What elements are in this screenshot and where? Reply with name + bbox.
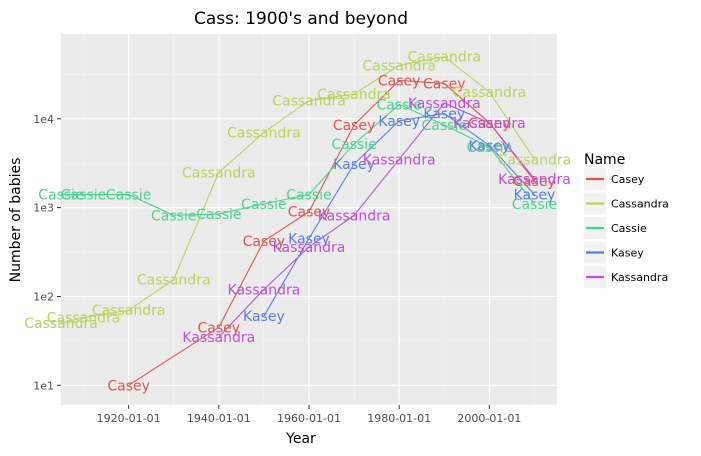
point-label-kassandra: Kassandra <box>273 240 346 256</box>
chart-title: Cass: 1900's and beyond <box>194 9 408 29</box>
point-label-cassandra: Cassandra <box>407 50 481 66</box>
point-label-cassie: Cassie <box>38 188 83 204</box>
point-label-cassandra: Cassandra <box>362 58 436 74</box>
point-label-cassie: Cassie <box>512 197 557 213</box>
point-label-kassandra: Kassandra <box>453 116 526 132</box>
point-label-cassie: Cassie <box>376 97 421 113</box>
legend: Name Casey Cassandra Cassie Kasey Kassandra <box>584 152 669 288</box>
point-label-kasey: Kasey <box>423 106 465 122</box>
series-line-cassie <box>61 103 535 216</box>
point-label-kasey: Kasey <box>378 114 420 130</box>
point-label-casey: Casey <box>423 76 466 92</box>
point-label-casey: Casey <box>107 378 150 394</box>
legend-item-cassandra: Cassandra <box>584 192 669 215</box>
x-tick-label: 1940-01-01 <box>187 412 251 425</box>
legend-item-kasey: Kasey <box>584 241 644 264</box>
point-label-cassie: Cassie <box>241 197 286 213</box>
series-line-kassandra <box>218 102 535 338</box>
legend-item-cassie: Cassie <box>584 217 647 239</box>
point-label-kassandra: Kassandra <box>228 282 301 298</box>
point-label-kassandra: Kassandra <box>363 152 436 168</box>
point-label-kassandra: Kassandra <box>408 96 481 112</box>
point-label-kassandra: Kassandra <box>182 330 255 346</box>
point-label-cassandra: Cassandra <box>47 310 121 326</box>
point-label-kasey: Kasey <box>243 309 285 325</box>
point-label-cassie: Cassie <box>106 188 151 204</box>
y-tick-label: 1e4 <box>33 113 54 126</box>
point-label-cassie: Cassie <box>467 140 512 156</box>
y-axis: 1e1 1e2 1e3 1e4 <box>33 113 61 392</box>
point-label-kassandra: Kassandra <box>498 172 571 188</box>
point-label-casey: Casey <box>468 116 511 132</box>
legend-item-kassandra: Kassandra <box>584 266 668 288</box>
legend-label-cassandra: Cassandra <box>611 198 669 211</box>
point-label-cassie: Cassie <box>331 137 376 153</box>
point-label-casey: Casey <box>198 320 241 336</box>
point-label-kasey: Kasey <box>333 157 375 173</box>
x-tick-label: 1980-01-01 <box>367 412 431 425</box>
legend-label-casey: Casey <box>611 173 645 186</box>
point-label-cassandra: Cassandra <box>317 87 391 103</box>
point-label-kasey: Kasey <box>469 139 511 155</box>
y-tick-label: 1e1 <box>33 379 54 392</box>
y-axis-label: Number of babies <box>8 158 24 283</box>
point-label-cassandra: Cassandra <box>92 303 166 319</box>
series-line-cassandra <box>60 56 535 324</box>
series-line-kasey <box>263 112 535 317</box>
legend-label-cassie: Cassie <box>611 222 647 235</box>
series-line-casey <box>128 79 535 386</box>
point-label-cassandra: Cassandra <box>453 85 527 101</box>
y-tick-label: 1e2 <box>33 290 54 303</box>
point-label-cassandra: Cassandra <box>498 152 572 168</box>
legend-label-kasey: Kasey <box>611 247 644 260</box>
point-label-kasey: Kasey <box>288 231 330 247</box>
y-tick-label: 1e3 <box>33 202 54 215</box>
point-label-cassandra: Cassandra <box>272 94 346 110</box>
x-axis: 1920-01-01 1940-01-01 1960-01-01 1980-01-01… <box>97 405 521 425</box>
legend-label-kassandra: Kassandra <box>611 271 668 284</box>
point-label-casey: Casey <box>333 118 376 134</box>
point-label-casey: Casey <box>243 234 286 250</box>
point-label-cassandra: Cassandra <box>182 165 256 181</box>
point-label-cassie: Cassie <box>196 207 241 223</box>
legend-item-casey: Casey <box>584 168 645 190</box>
grid-major <box>61 34 557 405</box>
series-lines <box>60 56 535 386</box>
point-label-casey: Casey <box>378 73 421 89</box>
point-label-kasey: Kasey <box>514 188 556 204</box>
point-label-cassandra: Cassandra <box>227 126 301 142</box>
x-axis-label: Year <box>285 431 316 447</box>
x-tick-label: 1920-01-01 <box>97 412 161 425</box>
point-label-casey: Casey <box>288 205 331 221</box>
point-label-kassandra: Kassandra <box>318 208 391 224</box>
x-tick-label: 1960-01-01 <box>277 412 341 425</box>
point-label-cassandra: Cassandra <box>24 316 98 332</box>
point-label-cassie: Cassie <box>286 188 331 204</box>
legend-title: Name <box>584 152 625 168</box>
point-label-cassandra: Cassandra <box>137 273 211 289</box>
point-label-cassie: Cassie <box>422 118 467 134</box>
point-label-cassie: Cassie <box>151 208 196 224</box>
x-tick-label: 2000-01-01 <box>457 412 521 425</box>
point-label-casey: Casey <box>513 174 556 190</box>
point-label-cassie: Cassie <box>61 188 106 204</box>
